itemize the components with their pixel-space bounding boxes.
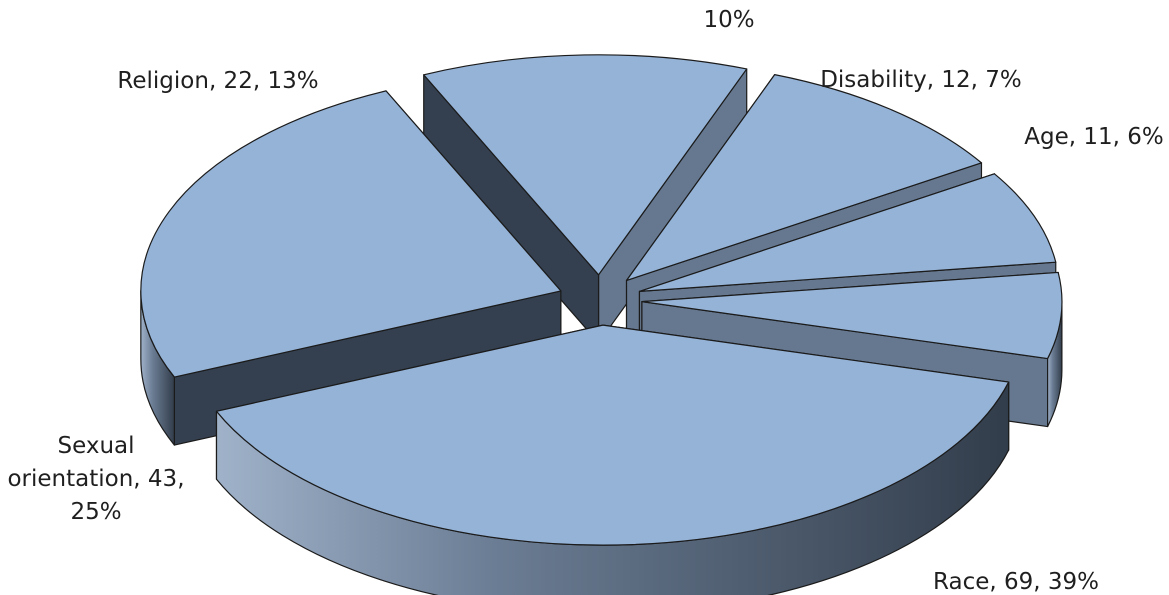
- data-label-age: Age, 11, 6%: [1024, 124, 1163, 150]
- data-label-sexual-orientation-line: orientation, 43,: [7, 466, 184, 492]
- pie-slice-age: [641, 271, 1063, 360]
- data-label-disability: Disability, 12, 7%: [820, 67, 1022, 93]
- pie-slice-transgender: [625, 74, 983, 282]
- data-label-religion: Religion, 22, 13%: [117, 68, 318, 94]
- data-label-transgender-line: 10%: [703, 7, 754, 33]
- slice-labels: Race, 69, 39% Sexual orientation, 43, 25% Re…: [7, 0, 1163, 595]
- data-label-sexual-orientation: Sexual orientation, 43, 25%: [7, 433, 184, 525]
- pie-slice-disability: [638, 173, 1057, 292]
- pie-slice-race: [215, 324, 1010, 546]
- data-label-sexual-orientation-line: Sexual: [57, 433, 134, 459]
- pie-slice-religion: [423, 54, 748, 276]
- data-label-transgender: Transgender, 18,10%: [631, 0, 826, 33]
- data-label-disability-line: Disability, 12, 7%: [820, 67, 1022, 93]
- data-label-religion-line: Religion, 22, 13%: [117, 68, 318, 94]
- data-label-age-line: Age, 11, 6%: [1024, 124, 1163, 150]
- pie-slice-sexual-orientation: [140, 90, 562, 378]
- slice-tops: [140, 54, 1063, 546]
- data-label-race-line: Race, 69, 39%: [933, 569, 1099, 595]
- data-label-race: Race, 69, 39%: [933, 569, 1099, 595]
- data-label-sexual-orientation-line: 25%: [70, 499, 121, 525]
